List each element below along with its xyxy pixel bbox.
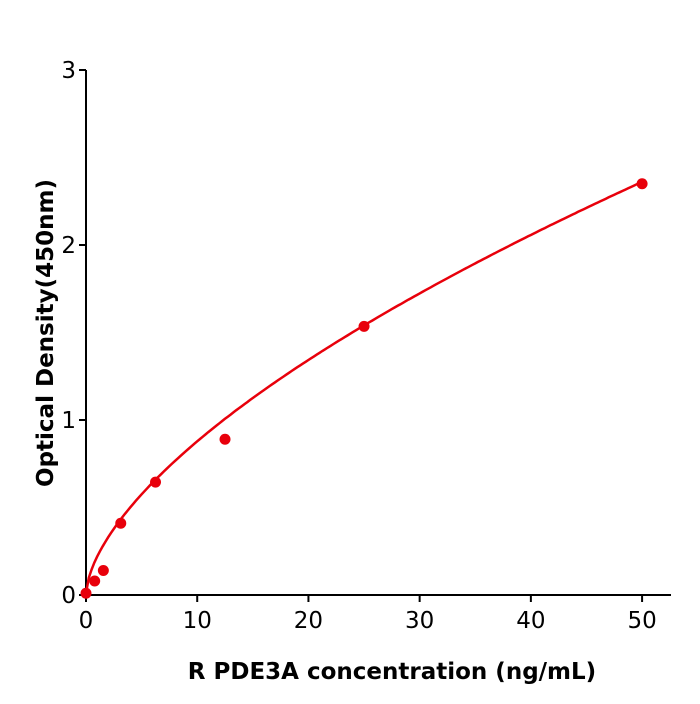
y-axis-label: Optical Density(450nm): [33, 179, 59, 487]
data-point: [150, 476, 162, 488]
x-tick-label: 40: [516, 608, 545, 634]
x-tick-label: 30: [405, 608, 434, 634]
data-point: [80, 587, 92, 599]
y-tick-label: 1: [61, 408, 76, 434]
data-point: [97, 565, 109, 576]
data-point: [115, 517, 127, 529]
y-tick-label: 3: [61, 58, 76, 84]
data-point: [219, 433, 231, 445]
x-tick-label: 50: [627, 608, 656, 634]
data-point: [636, 178, 648, 190]
axes: 0 10 20 30 40 50 0 1 2 3: [61, 58, 671, 634]
x-axis-label: R PDE3A concentration (ng/mL): [188, 659, 596, 685]
y-tick-label: 0: [61, 583, 76, 609]
data-points: [80, 178, 648, 599]
x-tick-label: 0: [79, 608, 94, 634]
y-tick-label: 2: [61, 233, 76, 259]
data-point: [89, 575, 101, 587]
x-tick-label: 20: [294, 608, 323, 634]
x-tick-label: 10: [183, 608, 212, 634]
fit-curve: [84, 180, 643, 594]
data-point: [358, 320, 370, 332]
